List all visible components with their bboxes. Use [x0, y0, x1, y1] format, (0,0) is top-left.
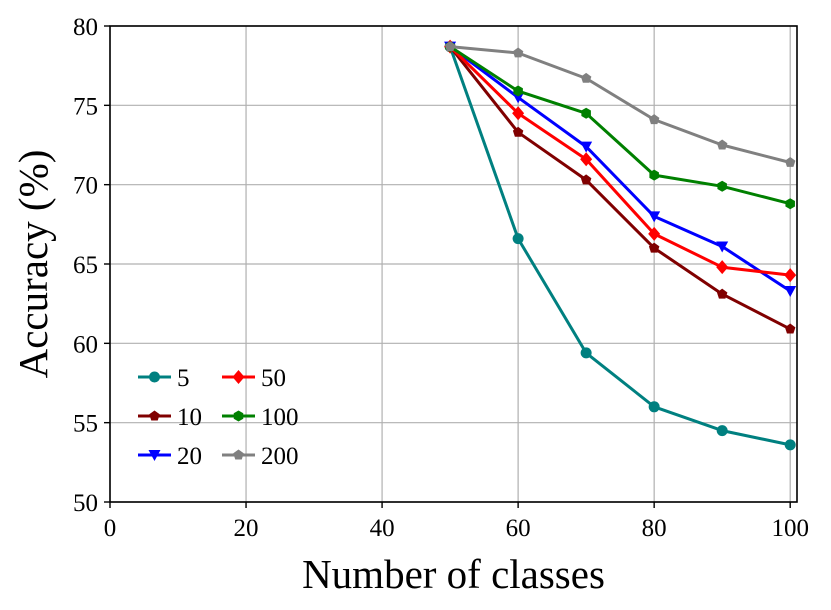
legend-item-10: 10: [138, 404, 202, 431]
x-tick-label: 80: [642, 515, 667, 542]
data-point: [648, 226, 661, 241]
y-tick-label: 80: [73, 14, 98, 41]
legend-item-20: 20: [138, 443, 202, 470]
data-point: [580, 347, 592, 359]
x-tick-label: 0: [104, 515, 117, 542]
data-point: [580, 141, 593, 153]
legend-item-50: 50: [222, 365, 286, 392]
data-point: [513, 85, 523, 97]
series-line-5: [448, 46, 791, 447]
series-line-50: [449, 45, 791, 277]
x-tick-label: 60: [506, 515, 531, 542]
series-line-200: [449, 45, 791, 164]
y-tick-label: 55: [73, 411, 98, 438]
x-tick-label: 20: [234, 515, 259, 542]
data-point: [648, 114, 660, 125]
legend-marker: [148, 450, 161, 461]
grid: [109, 25, 797, 503]
data-point: [512, 47, 524, 58]
y-axis-title: Accuracy (%): [10, 150, 56, 379]
y-tick-label: 65: [73, 252, 98, 279]
y-tick-label: 60: [73, 331, 98, 358]
y-tick-label: 50: [73, 490, 98, 517]
legend-label: 10: [177, 404, 202, 431]
y-tick-label: 75: [73, 93, 98, 120]
series-10: [444, 41, 796, 334]
data-point: [512, 106, 525, 121]
data-point: [512, 126, 524, 137]
y-tick-label: 70: [73, 173, 98, 200]
legend-marker: [233, 449, 244, 460]
series-line-10: [448, 45, 791, 331]
legend-label: 200: [261, 443, 299, 470]
legend-label: 100: [261, 404, 299, 431]
data-point: [649, 169, 659, 181]
data-point: [716, 260, 729, 275]
legend-marker: [149, 371, 160, 383]
series-5: [444, 41, 796, 451]
series-line-100: [449, 45, 791, 206]
data-point: [716, 241, 729, 253]
x-axis-title: Number of classes: [302, 551, 605, 597]
data-point: [512, 233, 524, 245]
legend: 5 10 20 50 100 200: [138, 365, 299, 470]
data-point: [784, 323, 796, 334]
legend-marker: [232, 370, 245, 384]
series-200: [444, 41, 796, 167]
data-point: [717, 180, 727, 192]
x-tick-label: 40: [370, 515, 395, 542]
legend-label: 20: [177, 443, 202, 470]
legend-marker: [233, 410, 244, 422]
axis-ticks: 0 20 40 60 80 100 50 55 60 65 70 75 80: [73, 14, 809, 542]
legend-item-100: 100: [222, 404, 299, 431]
data-point: [784, 285, 797, 297]
series-layer: [444, 39, 797, 451]
data-point: [648, 242, 660, 253]
data-point: [784, 268, 797, 283]
legend-label: 50: [261, 365, 286, 392]
data-point: [716, 139, 728, 150]
data-point: [580, 72, 592, 83]
series-20: [444, 41, 797, 297]
data-point: [785, 198, 795, 210]
data-point: [784, 156, 796, 167]
data-point: [716, 425, 728, 437]
data-point: [444, 41, 456, 52]
data-point: [580, 174, 592, 185]
series-line-20: [449, 45, 792, 293]
legend-item-5: 5: [138, 365, 190, 392]
legend-label: 5: [177, 365, 190, 392]
data-point: [580, 152, 593, 167]
legend-item-200: 200: [222, 443, 299, 470]
x-tick-label: 100: [771, 515, 809, 542]
data-point: [512, 92, 525, 104]
data-point: [784, 439, 796, 451]
data-point: [716, 288, 728, 299]
data-point: [648, 211, 661, 223]
data-point: [648, 401, 660, 413]
data-point: [581, 107, 591, 119]
legend-marker: [149, 410, 160, 421]
